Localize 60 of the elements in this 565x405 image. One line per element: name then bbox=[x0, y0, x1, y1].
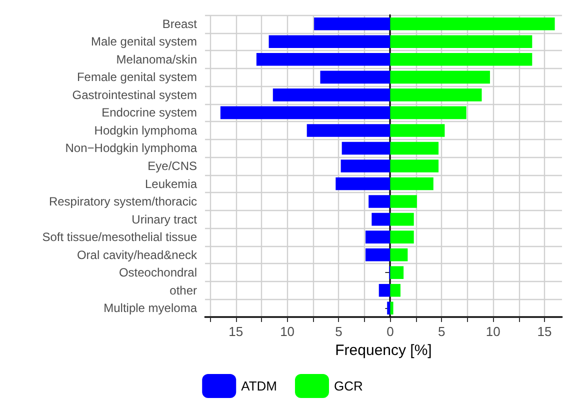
bar bbox=[390, 53, 532, 66]
y-tick-label: Endocrine system bbox=[102, 106, 197, 120]
bar bbox=[256, 53, 390, 66]
bar bbox=[390, 302, 394, 315]
bar bbox=[390, 212, 414, 226]
y-tick-label: Soft tissue/mesothelial tissue bbox=[42, 230, 198, 244]
bar bbox=[390, 266, 404, 279]
y-tick-label: Multiple myeloma bbox=[104, 301, 198, 316]
bar bbox=[390, 88, 482, 102]
bar bbox=[368, 195, 390, 208]
bar bbox=[390, 70, 490, 84]
y-tick-label: Leukemia bbox=[144, 176, 198, 191]
y-tick-label: Non−Hodgkin lymphoma bbox=[65, 141, 198, 156]
bar bbox=[320, 70, 390, 84]
y-tick-label: Male genital system bbox=[90, 34, 197, 49]
bar bbox=[390, 195, 417, 208]
bar bbox=[365, 248, 390, 262]
y-tick-label: Breast bbox=[162, 16, 198, 31]
legend-label: GCR bbox=[334, 378, 363, 394]
bar bbox=[390, 284, 400, 297]
bar bbox=[390, 160, 439, 172]
y-tick-label: other bbox=[170, 283, 197, 298]
y-tick-label: Gastrointestinal system bbox=[72, 88, 197, 102]
bar bbox=[390, 35, 532, 48]
y-tick-label: Hodgkin lymphoma bbox=[94, 123, 198, 138]
bar bbox=[220, 106, 390, 120]
x-tick-label: 15 bbox=[537, 324, 552, 339]
bar bbox=[378, 284, 390, 297]
bar bbox=[390, 248, 408, 262]
x-tick-label: 10 bbox=[486, 324, 500, 339]
bar bbox=[390, 177, 434, 190]
y-tick-label: Respiratory system/thoracic bbox=[48, 194, 197, 209]
bar bbox=[306, 124, 390, 137]
y-tick-label: Melanoma/skin bbox=[116, 52, 197, 66]
y-tick-label: Eye/CNS bbox=[148, 159, 197, 173]
bar bbox=[390, 106, 466, 120]
bar bbox=[390, 142, 439, 155]
x-tick-label: 15 bbox=[228, 324, 244, 339]
bar bbox=[272, 88, 390, 102]
x-tick-label: 5 bbox=[438, 324, 446, 339]
x-axis-title: Frequency [%] bbox=[335, 342, 432, 359]
bar bbox=[372, 212, 390, 226]
y-tick-label: Female genital system bbox=[76, 70, 198, 84]
bar bbox=[387, 302, 390, 315]
bar bbox=[314, 17, 390, 30]
bar bbox=[336, 177, 390, 190]
x-tick-label: 0 bbox=[386, 324, 394, 339]
y-tick-label: Urinary tract bbox=[132, 212, 198, 226]
bar bbox=[365, 230, 390, 244]
bar bbox=[268, 35, 390, 48]
y-tick-label: Oral cavity/head&neck bbox=[76, 248, 198, 262]
bar bbox=[390, 17, 555, 30]
bar bbox=[390, 124, 445, 137]
bar bbox=[342, 142, 390, 155]
bar bbox=[340, 160, 390, 172]
bar bbox=[390, 230, 414, 244]
y-tick-label: Osteochondral bbox=[118, 266, 197, 280]
x-tick-label: 10 bbox=[280, 324, 295, 339]
legend-label: ATDM bbox=[241, 378, 277, 394]
x-tick-label: 5 bbox=[335, 324, 342, 339]
